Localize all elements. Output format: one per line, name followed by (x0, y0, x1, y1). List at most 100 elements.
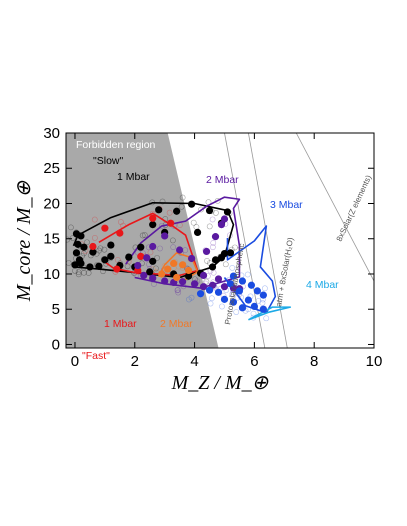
open-point (178, 203, 185, 210)
data-point-3-mbar (250, 302, 258, 311)
data-point-1-mbar (211, 256, 220, 264)
open-point (154, 255, 160, 261)
open-point (118, 219, 124, 225)
data-point-2-mbar-fast (185, 266, 193, 275)
data-point-1-mbar-fast (116, 229, 124, 237)
data-point-2-mbar (199, 283, 208, 291)
data-point-2-mbar (220, 283, 229, 291)
data-point-3-mbar (238, 304, 247, 312)
data-point-1-mbar (185, 272, 193, 280)
data-point-2-mbar (211, 233, 220, 241)
data-point-2-mbar (179, 278, 187, 286)
open-point (147, 249, 154, 256)
forbidden-region-label: Forbidden region (76, 139, 156, 151)
open-point (262, 285, 268, 292)
data-point-3-mbar (244, 296, 253, 304)
data-point-1-mbar-fast (137, 252, 145, 260)
y-tick-label: 30 (43, 125, 60, 142)
data-point-1-mbar (80, 243, 88, 251)
x-tick-label: 6 (250, 353, 258, 370)
plot-area (66, 133, 374, 348)
open-point (209, 244, 216, 251)
open-point (210, 239, 217, 246)
reference-line-1 (248, 133, 288, 348)
data-point-3-mbar (259, 305, 267, 313)
data-point-1-mbar (223, 208, 232, 216)
z-elements-line-label: 8xSolar(Z elements) (335, 173, 374, 242)
open-point (66, 236, 71, 243)
data-point-3-mbar (235, 287, 244, 295)
data-point-1-mbar (107, 252, 115, 260)
data-point-2-mbar (214, 275, 223, 283)
data-point-1-mbar-fast (89, 242, 97, 251)
fast-1mbar-label: 1 Mbar (104, 318, 137, 330)
open-point (174, 287, 181, 294)
y-tick-label: 25 (43, 160, 60, 177)
4mbar-label: 4 Mbar (306, 279, 339, 291)
open-point (97, 245, 104, 252)
open-point (229, 264, 236, 271)
y-tick-label: 0 (52, 336, 60, 353)
data-point-2-mbar (176, 246, 184, 254)
data-point-1-mbar (95, 262, 103, 270)
open-point (214, 197, 221, 204)
data-point-1-mbar (226, 249, 235, 257)
slow-2mbar-label: 2 Mbar (206, 174, 239, 186)
open-point (190, 219, 197, 226)
x-tick-label: 2 (131, 353, 139, 370)
data-point-3-mbar (229, 272, 238, 280)
data-point-2-mbar (220, 215, 229, 223)
data-point-2-mbar (199, 271, 208, 279)
open-point (81, 269, 87, 276)
h2o-line-label: atm + 8xSolar(H₂O) (274, 237, 295, 308)
data-point-1-mbar (89, 248, 97, 256)
fast-label: "Fast" (82, 350, 110, 362)
open-point (209, 216, 216, 223)
x-tick-label: 0 (71, 353, 79, 370)
x-axis-label: M_Z / M_⊕ (171, 372, 269, 394)
open-point (159, 198, 166, 205)
data-point-2-mbar-fast (179, 261, 187, 269)
open-point (174, 287, 181, 293)
data-point-2-mbar (202, 247, 211, 256)
open-point (67, 224, 74, 231)
data-point-1-mbar (146, 268, 154, 276)
x-tick-label: 8 (310, 353, 318, 370)
data-point-3-mbar (214, 288, 223, 296)
data-point-2-mbar-fast (173, 273, 181, 282)
open-point (69, 235, 76, 241)
data-point-1-mbar (77, 259, 85, 268)
data-point-3-mbar (253, 287, 261, 295)
data-point-2-mbar (140, 271, 148, 279)
data-point-1-mbar-fast (149, 214, 157, 222)
open-point (169, 237, 176, 244)
data-point-1-mbar (101, 256, 109, 264)
data-point-2-mbar (161, 277, 169, 285)
data-point-2-mbar (143, 254, 151, 262)
open-point (186, 296, 192, 303)
open-point (259, 299, 266, 306)
data-point-2-mbar (190, 280, 199, 288)
open-point (100, 268, 106, 275)
data-point-1-mbar (86, 263, 94, 271)
open-point (219, 303, 225, 310)
data-point-1-mbar (187, 200, 196, 208)
open-point (213, 210, 219, 216)
open-point (208, 295, 215, 302)
data-point-1-mbar (173, 207, 181, 215)
data-point-1-mbar (208, 263, 217, 271)
scatter-points (71, 200, 267, 313)
x-tick-label: 10 (366, 353, 383, 370)
data-point-1-mbar (77, 232, 85, 240)
open-point (255, 298, 262, 304)
open-point (85, 270, 92, 276)
open-point (166, 209, 173, 216)
open-point (203, 278, 210, 285)
open-point (141, 232, 148, 238)
data-point-2-mbar-fast (158, 270, 166, 278)
data-point-1-mbar (193, 228, 202, 236)
open-point (91, 235, 98, 241)
data-point-1-mbar-fast (101, 224, 109, 232)
data-point-1-mbar (137, 243, 145, 251)
data-point-1-mbar-fast (134, 266, 142, 275)
